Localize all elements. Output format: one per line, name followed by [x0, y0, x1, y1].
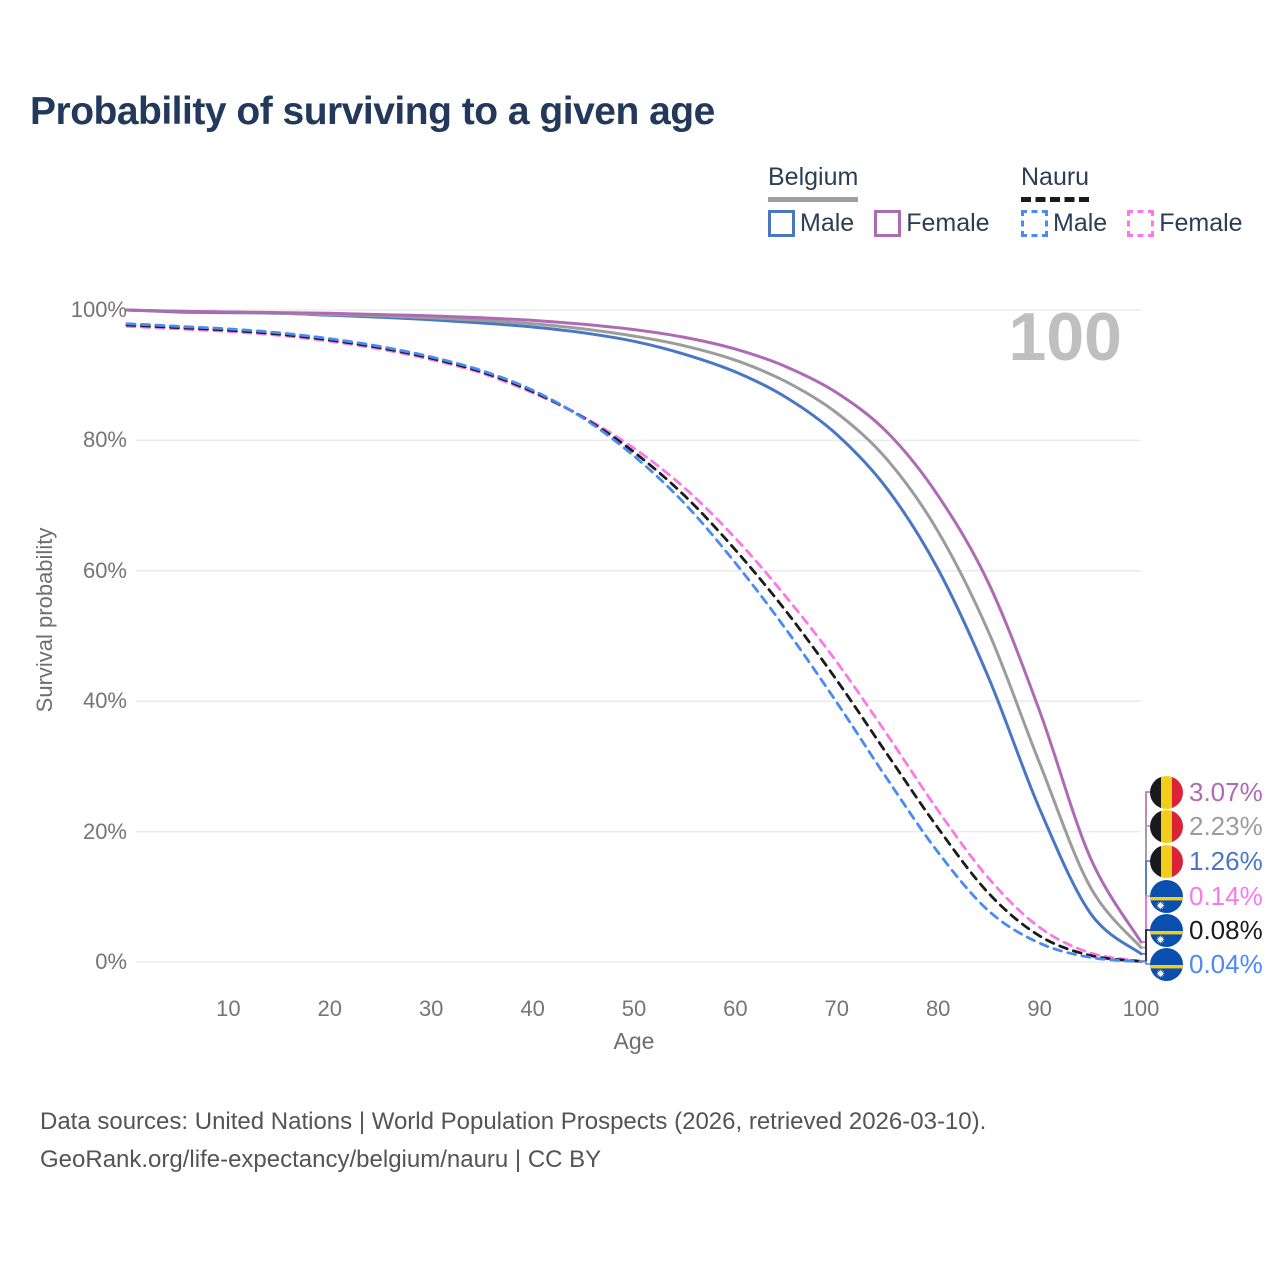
- label-connector: [1141, 960, 1152, 965]
- x-tick-label: 90: [1027, 996, 1052, 1021]
- end-label-value: 0.08%: [1189, 915, 1263, 945]
- belgium-male-swatch-icon: [768, 210, 795, 237]
- x-tick-label: 100: [1122, 996, 1160, 1021]
- legend-item-belgium-male[interactable]: Male: [768, 209, 854, 238]
- legend-label-nauru-female: Female: [1159, 209, 1243, 237]
- legend-item-belgium-female[interactable]: Female: [874, 209, 990, 238]
- legend-item-nauru-male[interactable]: Male: [1021, 209, 1107, 238]
- x-tick-label: 60: [723, 996, 748, 1021]
- end-label-row: 0.04%: [1150, 948, 1263, 981]
- legend-country-belgium: Belgium: [768, 163, 859, 202]
- nauru-male-swatch-icon: [1021, 210, 1048, 237]
- end-label-row: 0.08%: [1150, 914, 1263, 947]
- curve-nauru-male: [125, 322, 1143, 964]
- curve-belgium-total: [125, 308, 1143, 949]
- y-axis-title: Survival probability: [32, 527, 57, 713]
- x-tick-label: 40: [520, 996, 545, 1021]
- belgium-flag-icon: [1150, 776, 1183, 809]
- end-label-row: 3.07%: [1150, 776, 1263, 809]
- y-tick-label: 40%: [82, 688, 127, 714]
- data-sources-note: Data sources: United Nations | World Pop…: [40, 1108, 987, 1135]
- curve-belgium-female: [125, 308, 1143, 944]
- end-label-value: 3.07%: [1189, 777, 1263, 807]
- legend-label-belgium-female: Female: [906, 209, 990, 237]
- x-tick-label: 20: [317, 996, 343, 1021]
- end-label-value: 0.14%: [1189, 881, 1263, 911]
- current-age-marker: 100: [1008, 299, 1122, 375]
- curve-nauru-total: [125, 323, 1143, 963]
- y-tick-label: 60%: [82, 557, 127, 583]
- y-tick-label: 20%: [82, 818, 127, 844]
- legend-label-belgium-male: Male: [800, 209, 855, 237]
- legend-group-nauru: Nauru Male Female: [1021, 163, 1243, 238]
- end-label-value: 0.04%: [1189, 949, 1263, 979]
- page-title: Probability of surviving to a given age: [30, 90, 715, 133]
- belgium-flag-icon: [1150, 845, 1183, 878]
- curve-nauru-female: [125, 324, 1143, 963]
- attribution-note: GeoRank.org/life-expectancy/belgium/naur…: [40, 1146, 602, 1173]
- belgium-female-swatch-icon: [874, 210, 902, 237]
- belgium-flag-icon: [1150, 810, 1183, 843]
- end-label-value: 1.26%: [1189, 846, 1263, 876]
- end-label-value: 2.23%: [1189, 811, 1263, 841]
- y-tick-label: 100%: [70, 297, 127, 322]
- x-tick-label: 10: [216, 996, 241, 1021]
- x-tick-label: 30: [418, 996, 444, 1021]
- end-label-row: 0.14%: [1150, 880, 1263, 913]
- legend-item-nauru-female[interactable]: Female: [1127, 209, 1243, 238]
- legend-group-belgium: Belgium Male Female: [768, 163, 990, 238]
- x-tick-label: 80: [925, 996, 951, 1021]
- nauru-female-swatch-icon: [1127, 210, 1155, 237]
- y-tick-label: 0%: [95, 949, 127, 974]
- end-label-row: 1.26%: [1150, 845, 1263, 878]
- x-axis-title: Age: [613, 1028, 655, 1054]
- nauru-flag-icon: [1150, 914, 1183, 947]
- x-tick-label: 50: [621, 996, 647, 1021]
- nauru-flag-icon: [1150, 948, 1183, 981]
- y-tick-label: 80%: [82, 427, 127, 453]
- end-label-row: 2.23%: [1150, 810, 1263, 843]
- legend-country-nauru: Nauru: [1021, 163, 1090, 202]
- nauru-flag-icon: [1150, 880, 1183, 913]
- x-tick-label: 70: [824, 996, 850, 1021]
- legend-label-nauru-male: Male: [1053, 209, 1108, 237]
